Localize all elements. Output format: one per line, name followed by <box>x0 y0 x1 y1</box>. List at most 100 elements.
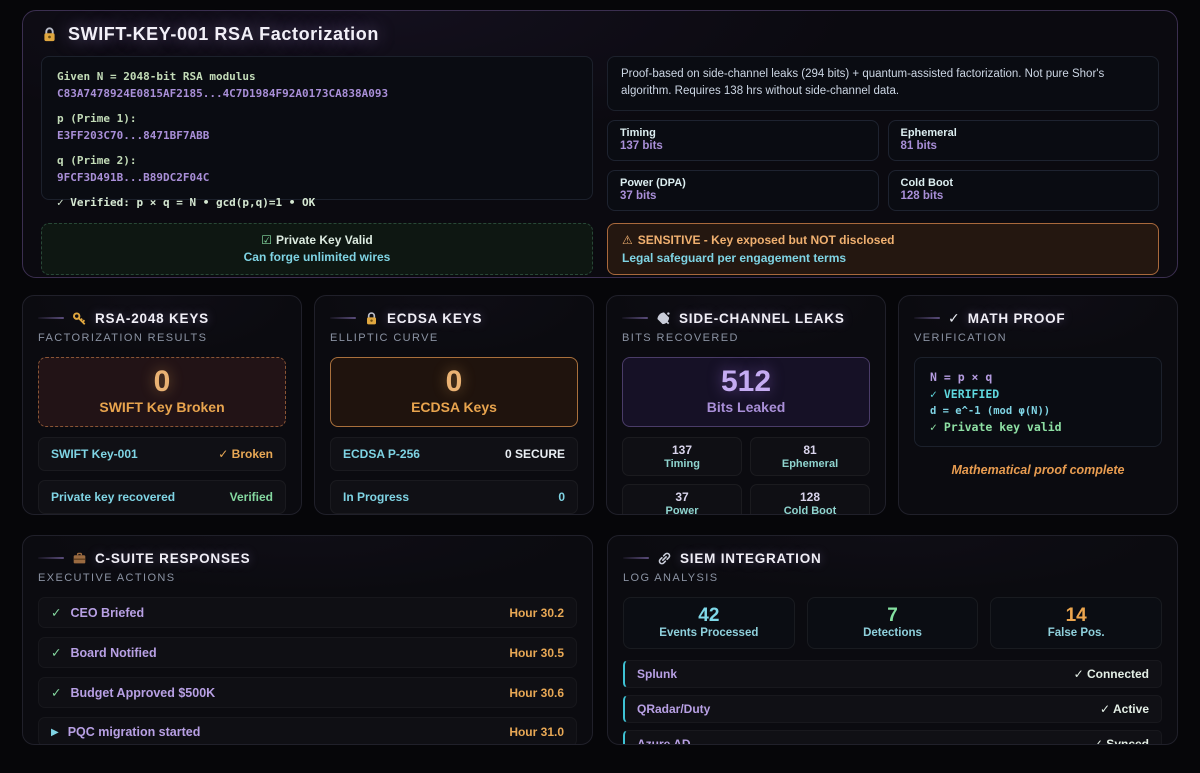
row-label: In Progress <box>343 490 410 504</box>
action-time: Hour 30.5 <box>509 645 564 660</box>
card-title: SIEM INTEGRATION <box>680 550 822 566</box>
top-grid: Given N = 2048-bit RSA modulus C83A74789… <box>41 56 1159 211</box>
stat-value: 0 <box>445 365 463 398</box>
bottom-row: C-SUITE RESPONSES EXECUTIVE ACTIONS ✓ CE… <box>22 535 1178 745</box>
math-proof-card: ✓ MATH PROOF VERIFICATION N = p × q ✓ VE… <box>898 295 1178 515</box>
mini-value: 128 <box>799 490 821 504</box>
stat-value: 14 <box>1065 605 1087 626</box>
proof-line: ✓ VERIFIED <box>930 387 1000 402</box>
leak-box-coldboot: Cold Boot 128 bits <box>887 169 1159 211</box>
code-line: p (Prime 1): <box>57 112 137 126</box>
integration-name: Azure AD <box>637 737 691 745</box>
action-label-group: ✓ Budget Approved $500K <box>51 685 216 701</box>
siem-stat-detections: 7 Detections <box>806 597 979 649</box>
mini-label: Ephemeral <box>781 458 839 470</box>
stat-label: SWIFT Key Broken <box>99 399 225 415</box>
siem-integration-card: SIEM INTEGRATION LOG ANALYSIS 42 Events … <box>607 535 1178 745</box>
banner-row: ☑ Private Key Valid Can forge unlimited w… <box>41 222 1159 275</box>
rsa-factorization-panel: SWIFT-KEY-001 RSA Factorization Given N … <box>22 10 1178 278</box>
proof-code-block: N = p × q ✓ VERIFIED d = e^-1 (mod φ(N))… <box>914 357 1162 447</box>
leak-label: Power (DPA) <box>620 176 686 189</box>
stat-label: Detections <box>863 626 922 639</box>
mini-box-ephemeral: 81 Ephemeral <box>750 437 870 476</box>
code-line: C83A7478924E0815AF2185...4C7D1984F92A017… <box>57 87 389 101</box>
action-label: CEO Briefed <box>70 605 145 620</box>
mini-box-timing: 137 Timing <box>622 437 742 476</box>
key-icon <box>72 311 86 325</box>
banner-subtitle: Legal safeguard per engagement terms <box>622 250 847 265</box>
action-label: Board Notified <box>70 645 157 660</box>
stats-cards-row: RSA-2048 KEYS FACTORIZATION RESULTS 0 SW… <box>22 295 1178 515</box>
leak-value: 81 bits <box>900 139 937 152</box>
banner-subtitle: Can forge unlimited wires <box>243 250 391 264</box>
check-icon: ✓ <box>948 309 960 326</box>
siem-row-azuread: Azure AD ✓ Synced <box>623 730 1162 745</box>
card-title: RSA-2048 KEYS <box>95 310 209 326</box>
lock-icon <box>44 27 55 42</box>
leak-value: 137 bits <box>620 139 663 152</box>
action-time: Hour 30.6 <box>509 685 564 700</box>
integration-status: ✓ Synced <box>1092 737 1149 745</box>
stat-value: 42 <box>698 605 720 626</box>
bits-leaked-stat-box: 512 Bits Leaked <box>622 357 870 427</box>
leak-box-power: Power (DPA) 37 bits <box>607 169 879 211</box>
stat-value: 7 <box>887 605 898 626</box>
proof-line: N = p × q <box>930 370 993 384</box>
ecdsa-stat-box: 0 ECDSA Keys <box>330 357 578 427</box>
mini-value: 81 <box>803 443 817 457</box>
card-title: C-SUITE RESPONSES <box>95 550 251 566</box>
action-label: Budget Approved $500K <box>70 685 216 700</box>
header-dash <box>38 317 64 319</box>
action-time: Hour 30.2 <box>509 605 564 620</box>
sensitive-banner: ⚠ SENSITIVE - Key exposed but NOT disclos… <box>607 222 1159 275</box>
ecdsa-keys-card: ECDSA KEYS ELLIPTIC CURVE 0 ECDSA Keys E… <box>314 295 594 515</box>
lock-icon <box>367 311 376 324</box>
card-subtitle: BITS RECOVERED <box>622 332 739 344</box>
row-label: Private key recovered <box>51 490 176 504</box>
briefcase-icon <box>73 552 86 563</box>
leak-value: 37 bits <box>620 189 657 202</box>
code-line: Given N = 2048-bit RSA modulus <box>57 70 256 83</box>
row-value: Verified <box>229 490 273 504</box>
table-row: ECDSA P-256 0 SECURE <box>330 437 578 471</box>
action-time: Hour 31.0 <box>509 725 564 739</box>
proof-footer: Mathematical proof complete <box>951 463 1125 477</box>
panel-title: SWIFT-KEY-001 RSA Factorization <box>41 24 1159 45</box>
card-title: SIDE-CHANNEL LEAKS <box>679 310 845 326</box>
siem-stats-row: 42 Events Processed 7 Detections 14 Fals… <box>623 597 1162 649</box>
check-icon: ✓ <box>51 686 62 700</box>
row-label: SWIFT Key-001 <box>51 447 138 461</box>
code-line: 9FCF3D491B...B89DC2F04C <box>57 171 210 185</box>
stat-value: 512 <box>720 365 772 398</box>
code-line: q (Prime 2): <box>57 154 137 168</box>
header-dash <box>622 317 648 319</box>
table-row: In Progress 0 <box>330 480 578 514</box>
action-row-board: ✓ Board Notified Hour 30.5 <box>38 637 577 668</box>
header-dash <box>914 317 940 319</box>
card-subtitle: EXECUTIVE ACTIONS <box>38 572 176 584</box>
card-subtitle: FACTORIZATION RESULTS <box>38 332 208 344</box>
mini-box-coldboot: 128 Cold Boot <box>750 484 870 514</box>
integration-status: ✓ Active <box>1100 702 1149 716</box>
leak-label: Ephemeral <box>900 126 957 139</box>
stat-label: ECDSA Keys <box>411 399 497 415</box>
leak-label: Timing <box>620 126 656 139</box>
satellite-icon <box>657 311 670 324</box>
leak-grid: Timing 137 bits Ephemeral 81 bits Power … <box>607 119 1159 211</box>
stat-label: Bits Leaked <box>706 399 786 415</box>
row-value: ✓ Broken <box>218 447 273 461</box>
action-label-group: ✓ Board Notified <box>51 645 157 661</box>
proof-note: Proof-based on side-channel leaks (294 b… <box>607 56 1159 111</box>
mini-box-power: 37 Power <box>622 484 742 514</box>
row-value: 0 SECURE <box>504 447 565 461</box>
card-header: SIDE-CHANNEL LEAKS <box>622 309 870 327</box>
leak-box-ephemeral: Ephemeral 81 bits <box>887 119 1159 161</box>
card-title: MATH PROOF <box>967 310 1066 326</box>
card-header: RSA-2048 KEYS <box>38 309 286 327</box>
leak-value: 128 bits <box>900 189 944 202</box>
banner-title: ⚠ SENSITIVE - Key exposed but NOT disclos… <box>622 233 1144 247</box>
rsa-keys-card: RSA-2048 KEYS FACTORIZATION RESULTS 0 SW… <box>22 295 302 515</box>
code-line: E3FF203C70...8471BF7ABB <box>57 129 210 143</box>
integration-status: ✓ Connected <box>1073 667 1149 681</box>
banner-title: ☑ Private Key Valid <box>56 233 578 247</box>
